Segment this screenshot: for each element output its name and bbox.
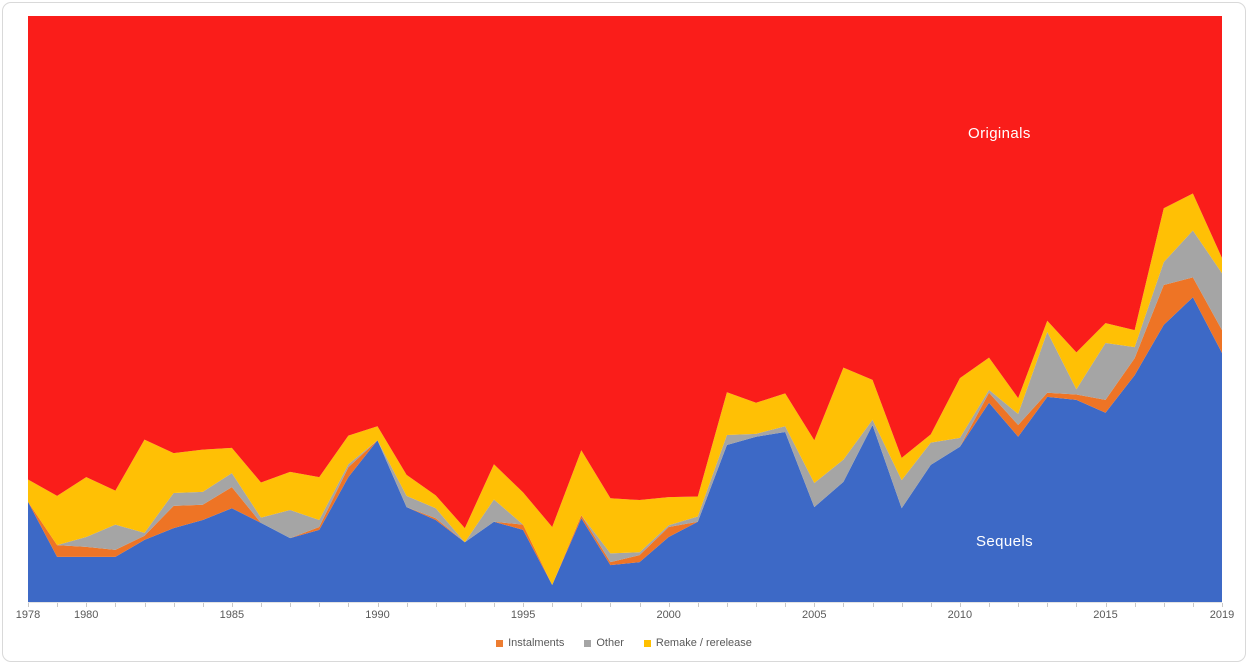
x-axis-tick <box>28 603 29 607</box>
x-axis-tick <box>406 603 408 607</box>
legend-label: Instalments <box>508 637 565 649</box>
x-axis-tick <box>756 603 757 607</box>
x-axis-tick <box>697 603 699 607</box>
x-axis-tick <box>639 603 641 607</box>
sequels-series-label: Sequels <box>976 533 1034 550</box>
x-axis-label-2000: 2000 <box>656 609 681 621</box>
x-axis-tick <box>1018 603 1020 607</box>
x-axis-tick <box>1047 603 1049 607</box>
x-axis-tick <box>86 603 88 607</box>
x-axis-tick <box>581 603 583 607</box>
x-axis-label-1980: 1980 <box>73 609 99 621</box>
area-remake-rerelease <box>28 193 1222 586</box>
plot-area <box>28 16 1222 602</box>
x-axis-tick <box>872 603 874 607</box>
x-axis-line <box>28 602 1222 603</box>
x-axis-tick <box>523 603 525 607</box>
x-axis-tick <box>202 603 204 607</box>
x-axis-tick <box>901 603 903 607</box>
legend: Instalments Other Remake / rerelease <box>0 637 1248 649</box>
legend-swatch-icon <box>643 639 651 647</box>
x-axis-label-2015: 2015 <box>1093 609 1118 621</box>
stacked-area-chart <box>28 16 1222 602</box>
legend-label: Other <box>596 637 624 649</box>
legend-item-instalments: Instalments <box>496 637 564 649</box>
x-axis-tick <box>464 603 466 607</box>
legend-label: Remake / rerelease <box>655 637 752 649</box>
x-axis-label-1985: 1985 <box>219 609 245 621</box>
x-axis-tick <box>494 603 495 607</box>
x-axis-tick <box>959 603 961 607</box>
x-axis-tick <box>1163 603 1165 607</box>
x-axis-tick <box>726 603 728 607</box>
x-axis-label-2019: 2019 <box>1209 609 1235 621</box>
x-axis-label-1995: 1995 <box>510 609 536 621</box>
legend-item-other: Other <box>584 637 624 649</box>
x-axis-tick <box>552 603 554 607</box>
x-axis-tick <box>377 603 379 607</box>
legend-swatch-icon <box>496 639 504 647</box>
x-axis-tick <box>348 603 350 607</box>
legend-swatch-icon <box>584 639 592 647</box>
x-axis-label-2010: 2010 <box>947 609 973 621</box>
x-axis-label-1990: 1990 <box>365 609 390 621</box>
x-axis-tick <box>173 603 175 607</box>
x-axis-tick <box>668 603 670 607</box>
x-axis-tick <box>989 603 990 607</box>
x-axis-tick <box>843 603 845 607</box>
x-axis-tick <box>814 603 816 607</box>
x-axis-tick <box>785 603 787 607</box>
x-axis-tick <box>610 603 612 607</box>
area-sequels <box>28 297 1222 602</box>
x-axis-tick <box>930 603 932 607</box>
x-axis-tick <box>115 603 117 607</box>
x-axis-tick <box>1222 603 1223 607</box>
x-axis-tick <box>144 603 146 607</box>
x-axis-tick <box>290 603 292 607</box>
x-axis-label-2005: 2005 <box>802 609 827 621</box>
legend-item-remake-rerelease: Remake / rerelease <box>643 637 752 649</box>
x-axis-label-1978: 1978 <box>15 609 41 621</box>
x-axis-tick <box>319 603 321 607</box>
area-originals <box>28 16 1222 529</box>
x-axis-tick <box>1105 603 1107 607</box>
x-axis-tick <box>231 603 233 607</box>
x-axis-tick <box>1076 603 1078 607</box>
x-axis-tick <box>57 603 59 607</box>
x-axis-tick <box>261 603 262 607</box>
x-axis-tick <box>435 603 437 607</box>
originals-series-label: Originals <box>968 125 1031 142</box>
x-axis-tick <box>1192 603 1194 607</box>
x-axis-tick <box>1134 603 1136 607</box>
